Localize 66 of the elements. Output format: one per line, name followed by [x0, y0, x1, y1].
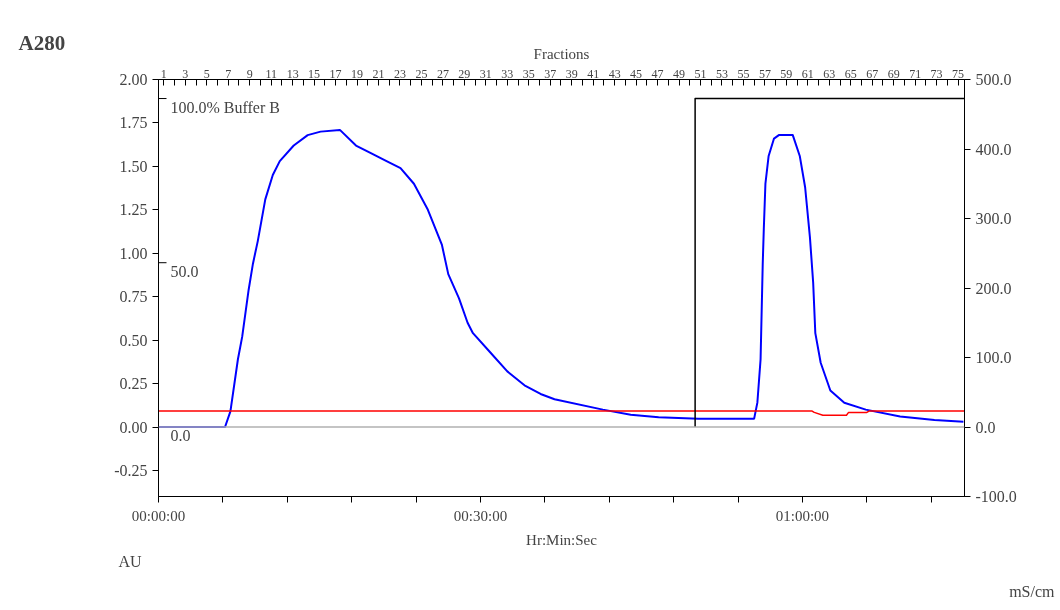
y2-tick-label: 400.0 [975, 140, 1012, 158]
x2-tick-label: 11 [265, 66, 277, 81]
x2-tick-label: 1 [160, 66, 167, 81]
x2-tick-label: 3 [182, 66, 189, 81]
y3-tick-label: 100.0% Buffer B [170, 99, 280, 117]
x2-tick-label: 19 [351, 66, 364, 81]
y-tick-label: 0.75 [119, 288, 148, 306]
x2-tick-label: 13 [286, 66, 299, 81]
x2-tick-label: 17 [329, 66, 342, 81]
x2-tick-label: 9 [246, 66, 253, 81]
y2-tick-label: 100.0 [975, 349, 1012, 366]
y-tick-label: 0.00 [119, 418, 148, 436]
x2-tick-label: 75 [952, 66, 965, 81]
y-tick-label: 0.50 [119, 331, 148, 349]
x2-tick-label: 71 [909, 66, 922, 81]
x2-tick-label: 69 [887, 66, 900, 81]
x2-tick-label: 27 [436, 66, 449, 81]
y-tick-label: 1.25 [119, 201, 148, 219]
y3-tick-label: 0.0 [170, 427, 191, 445]
x2-tick-label: 39 [565, 66, 578, 81]
x2-tick-label: 43 [608, 66, 621, 81]
x2-tick-label: 35 [522, 66, 535, 81]
x2-tick-label: 37 [544, 66, 557, 81]
x2-tick-label: 21 [372, 66, 385, 81]
y-tick-label: 0.25 [119, 375, 148, 393]
y2-tick-label: 300.0 [975, 210, 1012, 227]
x2-tick-label: 73 [930, 66, 943, 81]
x2-tick-label: 23 [393, 66, 406, 81]
x2-tick-label: 31 [479, 66, 492, 81]
x2-tick-label: 5 [203, 66, 210, 81]
y-axis-title: A280 [18, 30, 66, 55]
y-tick-label: 1.50 [119, 157, 148, 175]
x2-tick-label: 61 [801, 66, 814, 81]
y3-tick-label: 50.0 [170, 263, 199, 281]
x2-tick-label: 57 [758, 66, 771, 81]
y-tick-label: 1.00 [119, 244, 148, 262]
y2-axis-title: mS/cm [1009, 582, 1056, 600]
x2-tick-label: 7 [225, 66, 232, 81]
x-tick-label: 00:30:00 [453, 507, 508, 524]
x2-tick-label: 49 [673, 66, 686, 81]
y2-tick-label: 200.0 [975, 279, 1012, 297]
x-tick-label: 00:00:00 [131, 507, 186, 524]
y2-tick-label: -100.0 [975, 488, 1017, 505]
x2-tick-label: 53 [715, 66, 728, 81]
text: AU [118, 552, 143, 570]
y2-tick-label: 0.0 [975, 418, 996, 436]
x2-tick-label: 25 [415, 66, 428, 81]
x2-tick-label: 33 [501, 66, 514, 81]
x-axis-title: Hr:Min:Sec [526, 531, 598, 548]
x2-tick-label: 65 [844, 66, 857, 81]
x2-tick-label: 41 [587, 66, 600, 81]
x2-tick-label: 55 [737, 66, 750, 81]
x2-tick-label: 63 [823, 66, 836, 81]
y-tick-label: 1.75 [119, 114, 148, 132]
x-tick-label: 01:00:00 [775, 507, 830, 524]
x2-tick-label: 59 [780, 66, 793, 81]
y-tick-label: -0.25 [114, 461, 148, 479]
x2-tick-label: 47 [651, 66, 664, 81]
x2-axis-title: Fractions [533, 45, 590, 62]
x2-tick-label: 29 [458, 66, 471, 81]
y-tick-label: 2.00 [119, 71, 148, 88]
x2-tick-label: 45 [630, 66, 643, 81]
x2-tick-label: 15 [308, 66, 321, 81]
x2-tick-label: 67 [866, 66, 879, 81]
x2-tick-label: 51 [694, 66, 707, 81]
y2-tick-label: 500.0 [975, 71, 1012, 88]
